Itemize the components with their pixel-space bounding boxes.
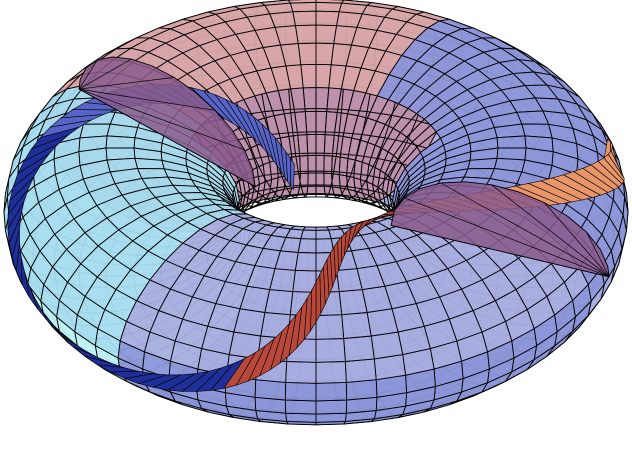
ribbon-segment [289, 157, 295, 191]
mesh-facet [323, 155, 333, 175]
mesh-facet [315, 412, 347, 423]
mesh-facet [338, 289, 368, 316]
mesh-facet [315, 10, 340, 27]
mesh-facet [323, 172, 333, 188]
mesh-facet [315, 154, 325, 174]
wedge-rib [78, 88, 245, 151]
mesh-facet [285, 361, 317, 384]
mesh-facet [254, 379, 287, 401]
mesh-facet [315, 1, 343, 13]
wedge-rib [79, 88, 216, 111]
mesh-facet [307, 154, 317, 174]
mesh-facet [307, 172, 317, 187]
wedge-rib [78, 88, 256, 187]
mesh-facet [315, 361, 347, 384]
mesh-facet [134, 157, 165, 170]
mesh-facet [306, 185, 317, 195]
wedge-rib [78, 58, 132, 90]
mesh-facet [264, 289, 294, 316]
mesh-facet [294, 24, 317, 44]
mesh-facet [315, 24, 338, 44]
mesh-facet [284, 381, 317, 402]
mesh-facet [299, 155, 309, 175]
mesh-facet [496, 135, 527, 149]
mesh-facet [344, 358, 377, 383]
mesh-facet [289, 1, 317, 13]
ribbon-segment [590, 161, 623, 188]
wedge-rib [544, 202, 610, 278]
mesh-facet [297, 238, 317, 254]
mesh-facet [315, 338, 346, 363]
wedge-rib [391, 225, 610, 278]
wedge-rib [78, 79, 81, 90]
mesh-facet [292, 269, 317, 293]
mesh-facet [343, 335, 375, 362]
mesh-facet [292, 10, 317, 27]
mesh-facet [284, 399, 317, 415]
mesh-facet [516, 110, 550, 125]
wedge-rib [586, 232, 610, 277]
mesh-facet [315, 381, 348, 402]
ribbon-segment [315, 274, 322, 323]
cutaway-wedge-1 [78, 56, 256, 188]
mesh-facet [315, 229, 332, 240]
wedge-rib [491, 184, 610, 278]
mesh-facet [300, 229, 317, 240]
wedge-rib [404, 197, 610, 278]
mesh-facet [294, 252, 317, 272]
mesh-facet [315, 133, 326, 156]
mesh-facet [315, 185, 326, 195]
cutaway-wedge-2 [390, 181, 610, 278]
mesh-facet [105, 135, 136, 149]
mesh-facet [299, 172, 309, 188]
wedge-rib [440, 182, 610, 278]
mesh-facet [366, 308, 399, 337]
wedge-rib [78, 59, 98, 90]
mesh-facet [370, 331, 404, 360]
mesh-facet [341, 312, 372, 339]
mesh-facet [345, 379, 378, 401]
helical-ribbon [7, 84, 625, 392]
mesh-facet [297, 42, 317, 66]
mesh-facet [315, 238, 335, 254]
mesh-facet [306, 133, 317, 156]
wedge-rib [607, 266, 610, 277]
mesh-facet [315, 42, 335, 66]
mesh-facet [467, 157, 498, 170]
mesh-facet [233, 308, 266, 337]
mesh-facet [315, 172, 325, 187]
wedge-rib [79, 77, 175, 90]
mesh-facet [285, 412, 317, 423]
mesh-facet [315, 314, 345, 340]
mesh-facet [315, 399, 348, 415]
